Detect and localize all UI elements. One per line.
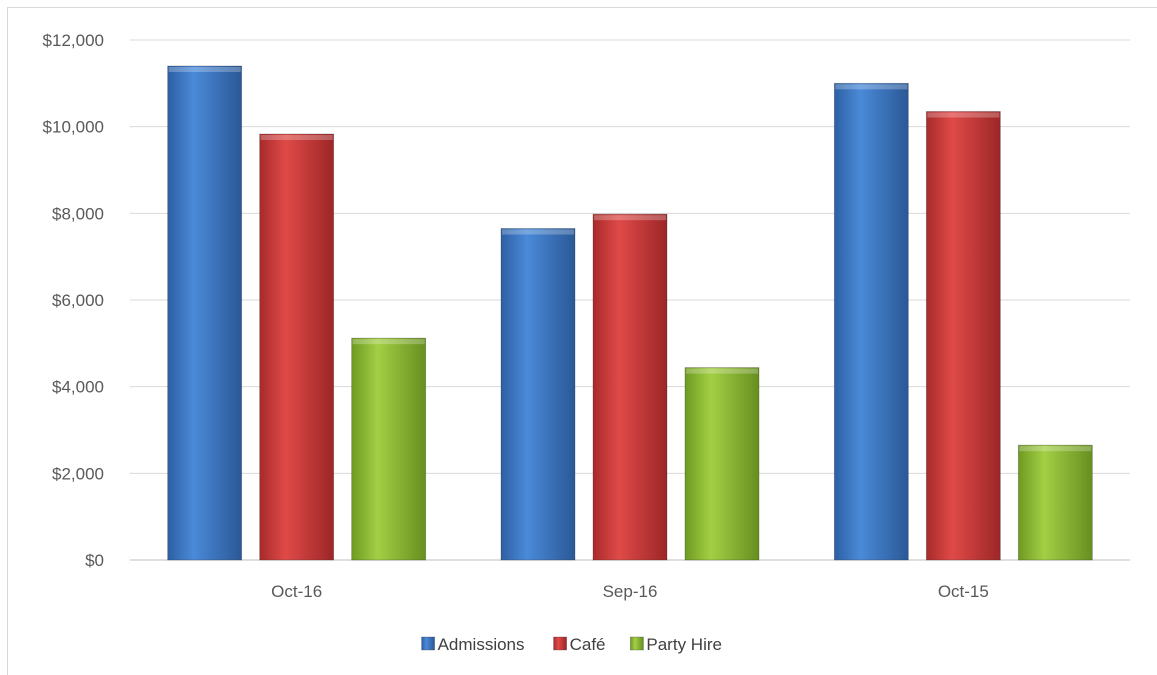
y-axis-ticks: $0 $2,000 $4,000 $6,000 $8,000 $10,000 $12,000 (43, 31, 104, 570)
y-tick-label: $4,000 (52, 378, 104, 397)
bar-top-bevel (168, 67, 241, 72)
bar-top-bevel (686, 368, 758, 374)
bar-party-hire-sep-16 (684, 367, 760, 561)
bar-caf--sep-16 (592, 213, 668, 561)
bar-top-bevel (927, 112, 1000, 118)
bar-top-bevel (835, 84, 908, 90)
bar-top-bevel (1019, 446, 1092, 452)
y-tick-label: $10,000 (43, 118, 104, 137)
bar-admissions-oct-16 (167, 65, 243, 561)
x-tick-label: Oct-15 (938, 582, 989, 601)
bar-top-bevel (260, 135, 333, 141)
x-tick-label: Oct-16 (271, 582, 322, 601)
bar-caf--oct-16 (259, 133, 335, 561)
legend-swatch (421, 636, 436, 651)
legend-label: Admissions (438, 635, 525, 654)
y-tick-label: $6,000 (52, 291, 104, 310)
bars (167, 65, 1093, 561)
y-tick-label: $2,000 (52, 464, 104, 483)
y-tick-label: $12,000 (43, 31, 104, 50)
legend-swatch (553, 636, 567, 651)
y-tick-label: $0 (85, 551, 104, 570)
y-tick-label: $8,000 (52, 204, 104, 223)
x-tick-label: Sep-16 (603, 582, 658, 601)
bar-admissions-sep-16 (500, 228, 576, 561)
bar-caf--oct-15 (925, 111, 1001, 561)
bar-admissions-oct-15 (833, 82, 909, 561)
legend-label: Party Hire (646, 635, 722, 654)
bar-party-hire-oct-16 (351, 337, 427, 561)
legend: Admissions Café Party Hire (421, 635, 722, 654)
legend-label: Café (570, 635, 606, 654)
bar-party-hire-oct-15 (1017, 444, 1093, 561)
legend-swatch (630, 636, 644, 651)
bar-top-bevel (352, 339, 425, 345)
x-axis-ticks: Oct-16 Sep-16 Oct-15 (271, 582, 989, 601)
bar-top-bevel (502, 229, 574, 235)
bar-top-bevel (594, 215, 666, 221)
